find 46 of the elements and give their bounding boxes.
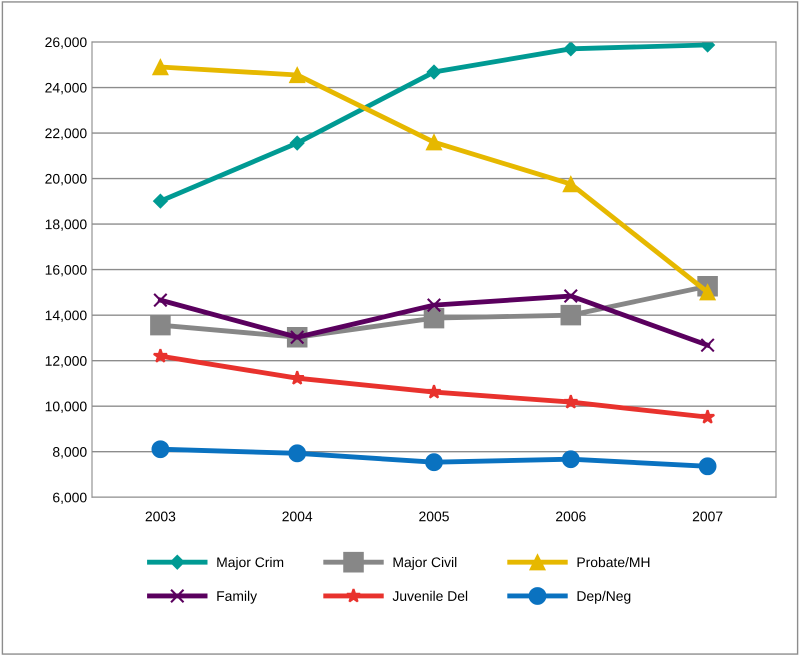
point [152, 348, 168, 363]
y-tick-label: 24,000 [45, 82, 87, 94]
point [698, 457, 716, 476]
x-tick-label: 2006 [556, 512, 586, 522]
y-tick-label: 14,000 [46, 310, 87, 322]
y-tick-label: 10,000 [46, 402, 87, 414]
point [562, 450, 580, 468]
point [152, 58, 169, 76]
legend-label: Probate/MH [578, 556, 650, 568]
y-tick-label: 26,000 [45, 37, 87, 49]
point [425, 453, 443, 472]
y-tick-label: 16,000 [46, 264, 87, 276]
y-tick-label: 8,000 [52, 447, 87, 459]
legend-label: Juvenile Del [392, 590, 468, 601]
point [153, 292, 168, 308]
x-tick-label: 2005 [419, 512, 449, 522]
point [563, 394, 578, 409]
point [150, 314, 171, 336]
point [562, 176, 579, 192]
legend-label: Major Crim [217, 556, 284, 570]
point [700, 409, 716, 424]
point [700, 338, 715, 352]
x-tick-label: 2003 [146, 512, 176, 522]
y-tick-label: 20,000 [45, 174, 87, 186]
legend-label: Family [217, 590, 258, 604]
point [152, 440, 170, 458]
point [564, 288, 578, 304]
point [426, 384, 442, 399]
legend-label: Dep/Neg [578, 590, 630, 604]
point [560, 304, 582, 326]
point [290, 136, 305, 150]
y-tick-label: 18,000 [46, 219, 87, 231]
point [426, 134, 442, 150]
point [152, 194, 168, 209]
x-tick-label: 2004 [282, 512, 312, 522]
point [424, 308, 444, 328]
legend-label: Major Civil [394, 556, 456, 570]
point [426, 298, 442, 312]
point [426, 64, 442, 80]
point [288, 444, 306, 462]
y-tick-label: 22,000 [45, 128, 87, 140]
point [289, 66, 306, 84]
y-tick-label: 12,000 [46, 356, 87, 368]
point [563, 42, 578, 56]
x-tick-label: 2007 [692, 512, 722, 522]
y-tick-label: 6,000 [53, 492, 87, 504]
